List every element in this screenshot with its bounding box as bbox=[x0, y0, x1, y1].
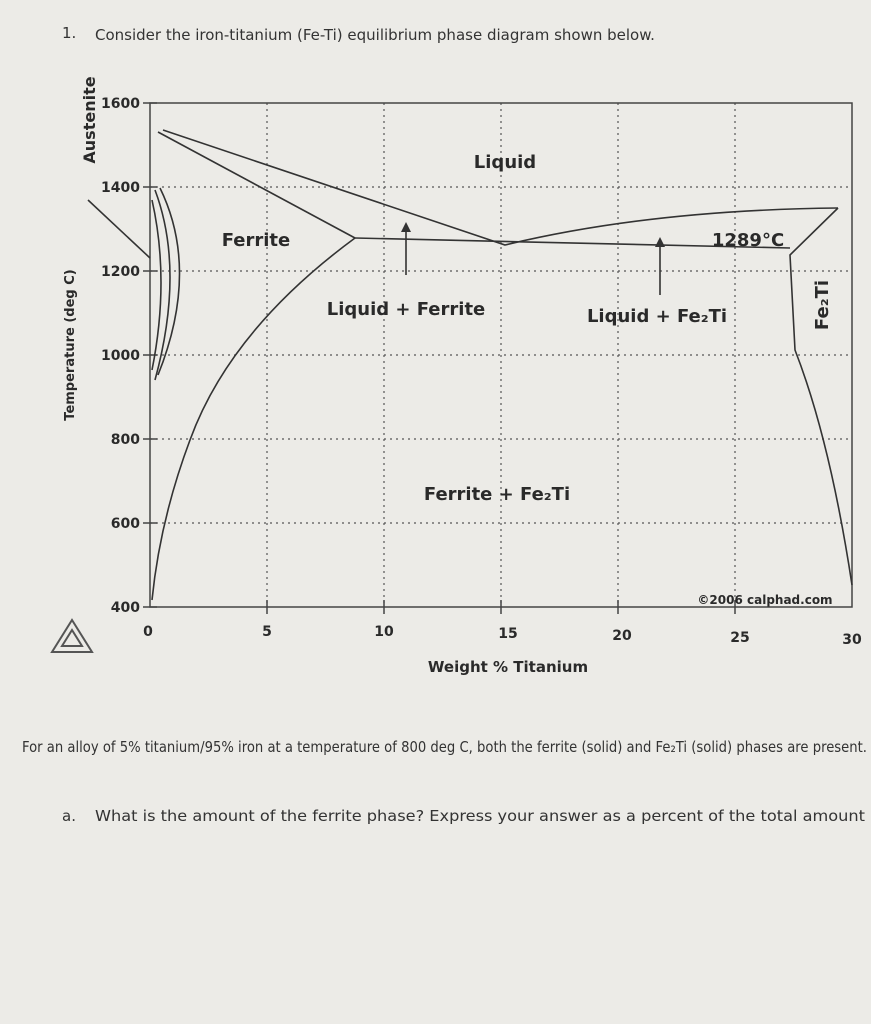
fe2ti-boundary bbox=[789, 207, 853, 586]
x-tick-label: 15 bbox=[498, 626, 517, 642]
y-axis-label: Temperature (deg C) bbox=[63, 269, 78, 420]
solidus bbox=[157, 131, 356, 239]
region-label: Liquid bbox=[474, 152, 536, 173]
logo bbox=[50, 618, 94, 653]
y-tick-label: 1000 bbox=[101, 348, 140, 364]
x-tick-label: 20 bbox=[612, 628, 632, 644]
arrows bbox=[405, 225, 661, 295]
eutectic-label: 1289°C bbox=[712, 230, 784, 251]
phase-diagram: 1600 1400 1200 1000 800 600 400 0 5 10 1… bbox=[50, 76, 862, 676]
question-text: Consider the iron-titanium (Fe-Ti) equil… bbox=[95, 26, 655, 44]
x-tick-label: 10 bbox=[374, 624, 394, 640]
y-tick-label: 1200 bbox=[101, 264, 140, 280]
x-tick-label: 25 bbox=[730, 630, 749, 646]
region-label: Ferrite + Fe₂Ti bbox=[424, 484, 570, 505]
region-label: Fe₂Ti bbox=[812, 280, 833, 330]
y-tick-label: 1400 bbox=[101, 180, 140, 196]
y-tick-label: 600 bbox=[111, 516, 140, 532]
liquidus bbox=[162, 129, 839, 246]
austenite-label: Austenite bbox=[80, 76, 99, 163]
region-label: Ferrite bbox=[222, 230, 291, 251]
y-tick-label: 400 bbox=[111, 600, 140, 616]
copyright: ©2006 calphad.com bbox=[697, 593, 832, 607]
y-tick-label: 1600 bbox=[101, 96, 140, 112]
eutectic-line bbox=[354, 237, 791, 249]
paragraph: For an alloy of 5% titanium/95% iron at … bbox=[22, 738, 867, 756]
x-tick-label: 30 bbox=[842, 632, 862, 648]
part-a-label: a. bbox=[62, 807, 76, 825]
gamma-loop bbox=[151, 187, 181, 381]
question-number: 1. bbox=[62, 24, 76, 42]
x-tick-label: 0 bbox=[143, 624, 153, 640]
austenite-pointer bbox=[87, 199, 151, 259]
x-axis-label: Weight % Titanium bbox=[428, 658, 588, 676]
region-label: Liquid + Ferrite bbox=[327, 299, 486, 320]
x-tick-label: 5 bbox=[262, 624, 272, 640]
y-tick-label: 800 bbox=[111, 432, 140, 448]
region-label: Liquid + Fe₂Ti bbox=[587, 306, 727, 327]
solvus bbox=[151, 237, 356, 601]
grid bbox=[150, 103, 852, 607]
part-a-text: What is the amount of the ferrite phase?… bbox=[95, 807, 865, 825]
